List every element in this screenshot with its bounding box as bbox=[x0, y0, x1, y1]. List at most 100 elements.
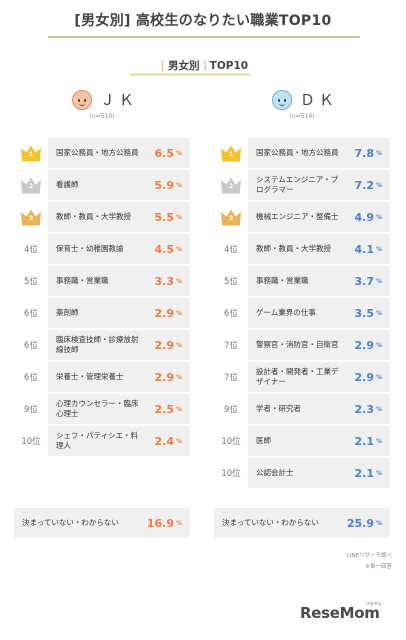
jk-rank-number: 1 bbox=[28, 151, 34, 158]
crown-icon: 3 bbox=[14, 202, 48, 232]
dk-job-value: 2.9 bbox=[354, 370, 375, 384]
jk-rank-cell: 教師・教員・大学教授 5.5% bbox=[48, 202, 190, 232]
dk-job-label: 医師 bbox=[256, 436, 271, 445]
jk-rank-row: 1 国家公務員・地方公務員 6.5% bbox=[14, 138, 190, 168]
answer-type-note: ※単一回答 bbox=[365, 564, 392, 570]
dk-job-value: 2.3 bbox=[354, 402, 375, 416]
dk-job-unit: % bbox=[376, 213, 383, 221]
jk-job-unit: % bbox=[176, 437, 183, 445]
jk-job-unit: % bbox=[176, 405, 183, 413]
jk-rank-cell: 事務職・営業職 3.3% bbox=[48, 266, 190, 296]
jk-job-value: 2.4 bbox=[154, 434, 175, 448]
jk-rank-row: 9位 心理カウンセラー・臨床心理士 2.5% bbox=[14, 394, 190, 424]
dk-rank-row: 3 機械エンジニア・整備士 4.9% bbox=[214, 202, 390, 232]
jk-rank-label: 5位 bbox=[24, 277, 38, 287]
crown-icon: 1 bbox=[214, 138, 248, 168]
dk-rank-cell: 事務職・営業職 3.7% bbox=[248, 266, 390, 296]
dk-rank-row: 1 国家公務員・地方公務員 7.8% bbox=[214, 138, 390, 168]
jk-rank-row: 3 教師・教員・大学教授 5.5% bbox=[14, 202, 190, 232]
jk-job-value: 2.5 bbox=[154, 402, 175, 416]
dk-rank-label: 10位 bbox=[221, 437, 241, 447]
dk-job-unit: % bbox=[376, 149, 383, 157]
dk-job-unit: % bbox=[376, 181, 383, 189]
dk-rank-cell: 設計者・開発者・工業デザイナー 2.9% bbox=[248, 362, 390, 392]
jk-rank-cell: シェフ・パティシエ・料理人 2.4% bbox=[48, 426, 190, 456]
jk-rank-list: 1 国家公務員・地方公務員 6.5% 2 看護師 5.9% 3 教師・教員・大学教授 5.5% 4… bbox=[14, 138, 190, 456]
dk-rank-row: 4位 教師・教員・大学教授 4.1% bbox=[214, 234, 390, 264]
dk-rank-row: 2 システムエンジニア・プログラマー 7.2% bbox=[214, 170, 390, 200]
dk-rank-row: 10位 公認会計士 2.1% bbox=[214, 458, 390, 488]
dk-rank-number: 1 bbox=[228, 151, 234, 158]
jk-job-label: 教師・教員・大学教授 bbox=[56, 212, 131, 221]
jk-job-label: 保育士・幼稚園教諭 bbox=[56, 244, 124, 253]
jk-rank-label: 10位 bbox=[21, 437, 41, 447]
dk-rank-label: 7位 bbox=[224, 341, 238, 351]
dk-rank-cell: 国家公務員・地方公務員 7.8% bbox=[248, 138, 390, 168]
dk-undecided-row: 決まっていない・わからない 25.9 % bbox=[214, 508, 390, 538]
logo-sup: リセマム bbox=[365, 601, 382, 606]
jk-rank-number: 3 bbox=[28, 215, 34, 222]
jk-rank-label: 6位 bbox=[24, 309, 38, 319]
title-underline bbox=[48, 36, 360, 38]
dk-job-unit: % bbox=[376, 469, 383, 477]
jk-job-unit: % bbox=[176, 149, 183, 157]
dk-rank-label: 6位 bbox=[224, 309, 238, 319]
jk-rank-cell: 保育士・幼稚園教諭 4.5% bbox=[48, 234, 190, 264]
jk-undecided-row: 決まっていない・わからない 16.9 % bbox=[14, 508, 190, 538]
dk-undecided-label: 決まっていない・わからない bbox=[222, 518, 319, 527]
dk-job-value: 4.1 bbox=[354, 242, 375, 256]
dk-job-unit: % bbox=[376, 405, 383, 413]
jk-sample-size: (n=510) bbox=[89, 113, 115, 120]
dk-rank-number: 3 bbox=[228, 215, 234, 222]
jk-label: ＪＫ bbox=[100, 91, 139, 109]
dk-rank-cell: 医師 2.1% bbox=[248, 426, 390, 456]
jk-job-label: 薬剤師 bbox=[56, 308, 79, 317]
dk-label: ＤＫ bbox=[300, 91, 339, 109]
crown-icon: 1 bbox=[14, 138, 48, 168]
jk-rank-row: 4位 保育士・幼稚園教諭 4.5% bbox=[14, 234, 190, 264]
jk-rank-row: 10位 シェフ・パティシエ・料理人 2.4% bbox=[14, 426, 190, 456]
jk-job-unit: % bbox=[176, 213, 183, 221]
crown-icon: 2 bbox=[14, 170, 48, 200]
jk-job-label: 心理カウンセラー・臨床心理士 bbox=[56, 399, 139, 418]
jk-job-label: シェフ・パティシエ・料理人 bbox=[56, 431, 139, 450]
jk-job-value: 2.9 bbox=[154, 370, 175, 384]
jk-rank-label: 6位 bbox=[24, 373, 38, 383]
dk-job-label: 学者・研究者 bbox=[256, 404, 301, 413]
jk-header: ＪＫ (n=510) bbox=[14, 80, 190, 122]
subtitle-bracket-left: [ bbox=[160, 60, 166, 72]
subtitle-bracket-right: ] bbox=[202, 60, 207, 72]
jk-rank-row: 6位 薬剤師 2.9% bbox=[14, 298, 190, 328]
crown-icon: 3 bbox=[214, 202, 248, 232]
logo-text: ReseMom bbox=[300, 604, 380, 622]
jk-rank-row: 6位 臨床検査技師・診療放射線技師 2.9% bbox=[14, 330, 190, 360]
jk-job-unit: % bbox=[176, 245, 183, 253]
jk-job-value: 5.9 bbox=[154, 178, 175, 192]
jk-rank-cell: 臨床検査技師・診療放射線技師 2.9% bbox=[48, 330, 190, 360]
jk-rank-cell: 心理カウンセラー・臨床心理士 2.5% bbox=[48, 394, 190, 424]
dk-rank-number: 2 bbox=[228, 183, 234, 190]
subtitle-label: 男女別 bbox=[168, 60, 200, 72]
dk-rank-cell: 公認会計士 2.1% bbox=[248, 458, 390, 488]
jk-job-value: 2.9 bbox=[154, 306, 175, 320]
source-note: LINEリサーチ調べ bbox=[346, 553, 392, 559]
jk-rank-label: 9位 bbox=[24, 405, 38, 415]
dk-job-label: 公認会計士 bbox=[256, 468, 294, 477]
dk-job-label: 警察官・消防官・自衛官 bbox=[256, 340, 339, 349]
jk-job-unit: % bbox=[176, 277, 183, 285]
jk-rank-row: 5位 事務職・営業職 3.3% bbox=[14, 266, 190, 296]
dk-rank-row: 7位 設計者・開発者・工業デザイナー 2.9% bbox=[214, 362, 390, 392]
dk-rank-row: 9位 学者・研究者 2.3% bbox=[214, 394, 390, 424]
dk-job-value: 2.1 bbox=[354, 466, 375, 480]
jk-rank-cell: 栄養士・管理栄養士 2.9% bbox=[48, 362, 190, 392]
dk-job-label: 機械エンジニア・整備士 bbox=[256, 212, 339, 221]
subtitle-suffix: TOP10 bbox=[209, 60, 249, 72]
jk-job-label: 国家公務員・地方公務員 bbox=[56, 148, 139, 157]
dk-rank-cell: ゲーム業界の仕事 3.5% bbox=[248, 298, 390, 328]
jk-job-unit: % bbox=[176, 309, 183, 317]
girl-face-icon bbox=[72, 90, 92, 110]
dk-job-value: 2.1 bbox=[354, 434, 375, 448]
boy-face-icon bbox=[272, 90, 292, 110]
jk-rank-row: 2 看護師 5.9% bbox=[14, 170, 190, 200]
dk-job-unit: % bbox=[376, 341, 383, 349]
